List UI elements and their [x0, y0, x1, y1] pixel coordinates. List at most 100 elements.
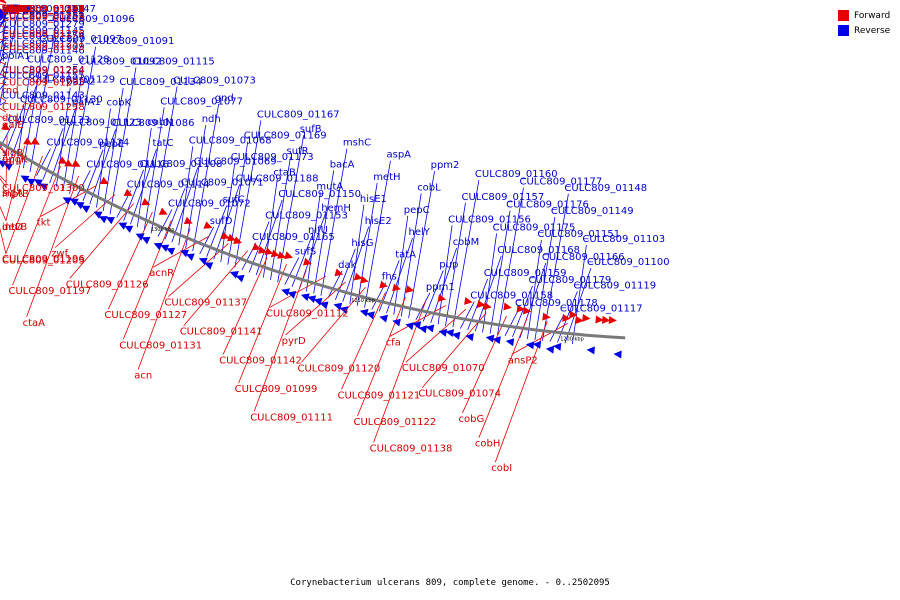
forward-gene-label: CULC809_01235: [2, 4, 85, 15]
reverse-gene-label: hisS: [2, 4, 23, 15]
forward-gene-arrow: [71, 159, 81, 167]
forward-gene-arrow: [270, 249, 280, 258]
reverse-gene-label: CULC809_01114: [127, 180, 210, 191]
forward-gene-label: oxyR: [2, 4, 27, 15]
forward-gene-arrow: [602, 315, 611, 324]
forward-gene-arrow: [476, 300, 486, 308]
reverse-connector: [504, 308, 520, 336]
forward-gene-label: fruR: [2, 4, 23, 15]
reverse-gene-label: CULC809_01297: [2, 4, 85, 15]
reverse-gene-arrow: [505, 338, 515, 347]
reverse-gene-label: CULC809_01176: [506, 200, 589, 211]
reverse-gene-label: recA: [2, 4, 25, 15]
forward-gene-arrow: [595, 315, 604, 324]
forward-connector: [341, 292, 386, 390]
reverse-gene-label: CULC809_01158: [470, 291, 553, 302]
reverse-gene-label: CULC809_01261: [2, 4, 85, 15]
reverse-gene-label: CULC809_01100: [587, 257, 670, 268]
reverse-gene-arrow: [339, 306, 349, 314]
reverse-gene-label: yciC: [2, 4, 23, 15]
reverse-gene-label: CULC809_01279: [2, 19, 85, 30]
reverse-connector: [527, 239, 542, 339]
forward-gene-label: acnR: [149, 268, 174, 279]
reverse-gene-label: gmk: [2, 4, 24, 15]
forward-gene-label: ctaA: [23, 318, 46, 329]
reverse-gene-label: dapA: [2, 4, 28, 15]
forward-connector: [5, 145, 26, 221]
reverse-gene-label: CULC809_01170: [2, 4, 85, 15]
backbone-tick-label: 1300 kbp: [151, 227, 175, 233]
forward-connector: [108, 211, 153, 310]
reverse-gene-label: hisG: [351, 238, 373, 249]
reverse-gene-label: pafA1: [72, 97, 101, 108]
reverse-gene-label: CULC809_01166: [542, 252, 625, 263]
forward-gene-label: rnd: [2, 86, 19, 97]
reverse-gene-label: pup: [439, 259, 458, 270]
reverse-gene-label: CULC809_01123: [59, 117, 142, 128]
forward-gene-arrow: [257, 246, 267, 254]
reverse-gene-label: CULC809_01146: [2, 46, 85, 57]
reverse-gene-label: thyX: [2, 4, 25, 15]
forward-connector: [301, 287, 366, 363]
reverse-gene-label: CULC809_01156: [448, 214, 531, 225]
reverse-gene-arrow: [118, 222, 128, 230]
forward-gene-arrow: [392, 283, 401, 292]
reverse-gene-label: proS: [2, 4, 25, 15]
forward-gene-label: ansP2: [508, 355, 538, 366]
forward-gene-arrow: [183, 216, 193, 225]
backbone-tick-label: 1250 kbp: [351, 298, 375, 304]
forward-gene-label: CULC809_01127: [104, 310, 187, 321]
reverse-gene-label: pyrC: [2, 4, 25, 15]
forward-gene-label: bioY: [2, 4, 24, 15]
reverse-gene-label: pimA: [2, 4, 28, 15]
reverse-gene-label: sufS: [295, 247, 316, 258]
reverse-gene-label: ribC: [2, 4, 22, 15]
reverse-gene-arrow: [124, 225, 134, 233]
forward-gene-label: devB: [2, 222, 27, 233]
backbone-tick-label: 1200 kbp: [560, 337, 584, 343]
reverse-gene-arrow: [359, 309, 369, 317]
reverse-gene-label: CULC809_01153: [265, 211, 348, 222]
reverse-gene-arrow: [4, 163, 13, 171]
legend-item-reverse: Reverse: [838, 23, 898, 38]
legend-label-forward: Forward: [854, 10, 891, 21]
forward-gene-label: CULC809_01238: [2, 102, 85, 113]
forward-gene-arrow: [220, 231, 230, 240]
reverse-gene-label: CULC809_01144: [2, 4, 85, 15]
reverse-gene-label: CULC809_01097: [39, 34, 122, 45]
reverse-gene-label: tesB: [2, 4, 24, 15]
reverse-gene-label: polA1: [2, 51, 30, 62]
reverse-connector: [393, 215, 409, 315]
forward-gene-arrow: [277, 251, 286, 259]
forward-gene-arrow: [608, 316, 617, 324]
reverse-gene-arrow: [532, 341, 542, 349]
forward-gene-label: ppgK: [2, 154, 28, 165]
reverse-connector: [143, 107, 165, 231]
forward-gene-label: sugR: [2, 4, 27, 15]
reverse-gene-label: gpsI: [2, 4, 23, 15]
reverse-connector: [327, 270, 343, 298]
reverse-gene-label: secN: [2, 4, 26, 15]
forward-gene-arrow: [233, 236, 242, 244]
reverse-connector: [29, 24, 57, 173]
reverse-gene-arrow: [379, 314, 388, 323]
reverse-gene-label: CULC809_01145: [2, 26, 85, 37]
reverse-gene-label: pepQ: [2, 4, 29, 15]
reverse-gene-arrow: [425, 324, 435, 333]
reverse-gene-label: CULC809_01314: [2, 4, 85, 15]
forward-gene-label: mptB: [2, 189, 29, 200]
reverse-gene-label: ppc: [2, 4, 20, 15]
reverse-gene-arrow: [39, 183, 49, 191]
reverse-connector: [284, 257, 300, 285]
forward-gene-label: lexA: [2, 4, 24, 15]
forward-gene-label: aftC: [2, 4, 22, 15]
forward-gene-label: CULC809_01099: [235, 384, 318, 395]
reverse-connector: [364, 160, 391, 308]
reverse-connector: [89, 129, 117, 205]
reverse-gene-label: CULC809_01254: [2, 65, 85, 76]
reverse-gene-arrow: [586, 346, 595, 355]
forward-gene-label: bioM: [2, 4, 26, 15]
forward-gene-arrow: [353, 272, 363, 281]
reverse-gene-label: infB: [2, 4, 22, 15]
forward-gene-arrow: [58, 156, 67, 164]
